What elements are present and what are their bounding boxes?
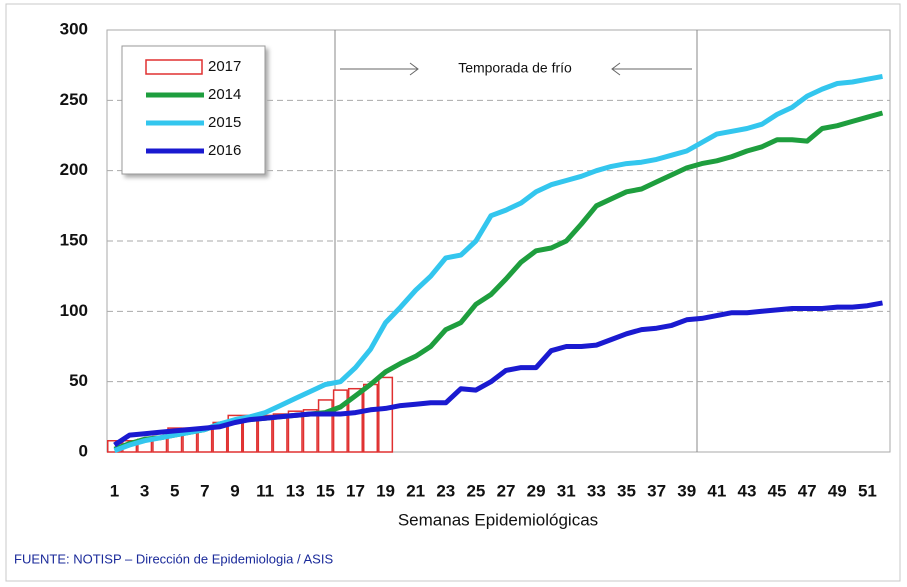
x-tick-label: 9 xyxy=(230,481,239,500)
source: FUENTE: NOTISP – Dirección de Epidemiolo… xyxy=(14,551,333,566)
legend-label: 2017 xyxy=(208,58,241,75)
x-tick-label: 15 xyxy=(316,481,335,500)
legend-label: 2015 xyxy=(208,114,241,131)
x-tick-label: 25 xyxy=(466,481,485,500)
arrow-head xyxy=(611,62,621,76)
x-tick-label: 17 xyxy=(346,481,365,500)
x-tick-label: 51 xyxy=(858,481,877,500)
y-tick-label: 0 xyxy=(79,441,88,460)
x-tick-label: 7 xyxy=(200,481,209,500)
line xyxy=(113,300,883,448)
x-tick-label: 27 xyxy=(497,481,516,500)
x-tick-label: 3 xyxy=(140,481,149,500)
y-tick-label: 300 xyxy=(60,19,88,38)
bar xyxy=(378,376,394,453)
bar xyxy=(257,414,273,453)
x-tick-label: 5 xyxy=(170,481,179,500)
x-tick-label: 19 xyxy=(376,481,395,500)
x-tick-label: 11 xyxy=(256,481,274,500)
x-tick-label: 23 xyxy=(436,481,455,500)
line xyxy=(113,73,883,453)
x-tick-label: 37 xyxy=(647,481,666,500)
x-tick-label: 39 xyxy=(677,481,696,500)
x-tick-label: 13 xyxy=(286,481,305,500)
bar xyxy=(272,413,288,453)
x-tick-label: 31 xyxy=(557,481,576,500)
legend-swatch xyxy=(145,59,203,75)
y-tick-label: 200 xyxy=(60,160,88,179)
y-tick-label: 150 xyxy=(60,230,88,249)
y-tick-label: 100 xyxy=(60,301,88,320)
arrow-head xyxy=(409,62,419,76)
legend-label: 2014 xyxy=(208,86,241,103)
bar xyxy=(302,409,318,453)
bar xyxy=(317,399,333,453)
x-tick-label: 35 xyxy=(617,481,636,500)
x-tick-label: 1 xyxy=(110,481,119,500)
x-tick-label: 29 xyxy=(527,481,546,500)
bar xyxy=(347,387,363,453)
x-tick-label: 33 xyxy=(587,481,606,500)
x-tick-label: 49 xyxy=(828,481,847,500)
annotation: Temporada de frío xyxy=(458,60,572,76)
bar xyxy=(287,410,303,453)
y-tick-label: 50 xyxy=(69,371,88,390)
x-tick-label: 41 xyxy=(707,481,726,500)
y-tick-label: 250 xyxy=(60,90,88,109)
bar xyxy=(362,383,379,453)
x-tick-label: 45 xyxy=(768,481,787,500)
bar xyxy=(332,389,348,453)
x-tick-label: 47 xyxy=(798,481,817,500)
x-tick-label: 21 xyxy=(406,481,425,500)
x-axis-label: Semanas Epidemiológicas xyxy=(398,510,598,529)
legend-label: 2016 xyxy=(208,142,241,159)
x-tick-label: 43 xyxy=(737,481,756,500)
